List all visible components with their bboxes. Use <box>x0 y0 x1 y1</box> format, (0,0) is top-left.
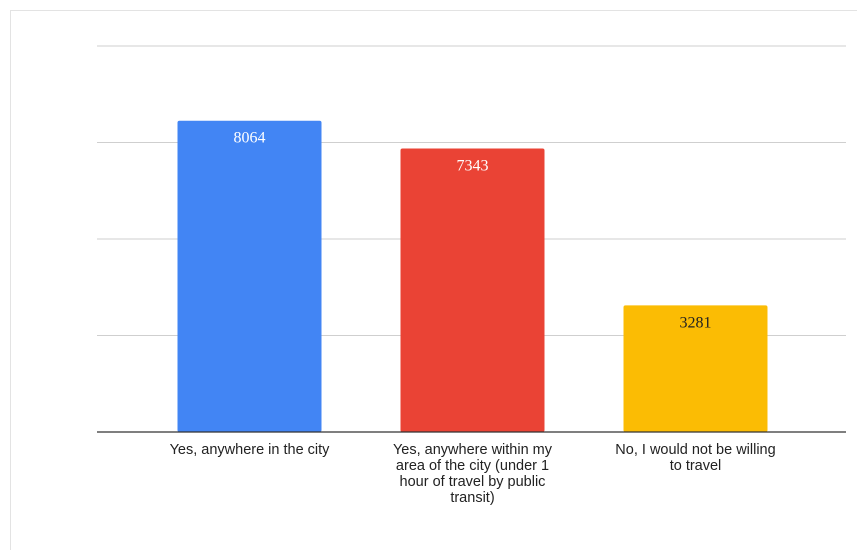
category-label: Yes, anywhere in the city <box>170 442 331 458</box>
category-label: No, I would not be willing to travel <box>615 442 775 474</box>
data-label: 7343 <box>457 158 489 175</box>
data-label: 8064 <box>234 130 266 147</box>
data-label: 3281 <box>680 314 712 331</box>
bar <box>177 120 322 432</box>
bar-chart: 8064 Yes, anywhere in the city 7343 Yes, an… <box>97 45 846 506</box>
chart-frame <box>10 10 857 550</box>
bar <box>623 305 768 432</box>
bar <box>400 148 545 433</box>
category-label: Yes, anywhere within my area of the city … <box>393 442 553 506</box>
